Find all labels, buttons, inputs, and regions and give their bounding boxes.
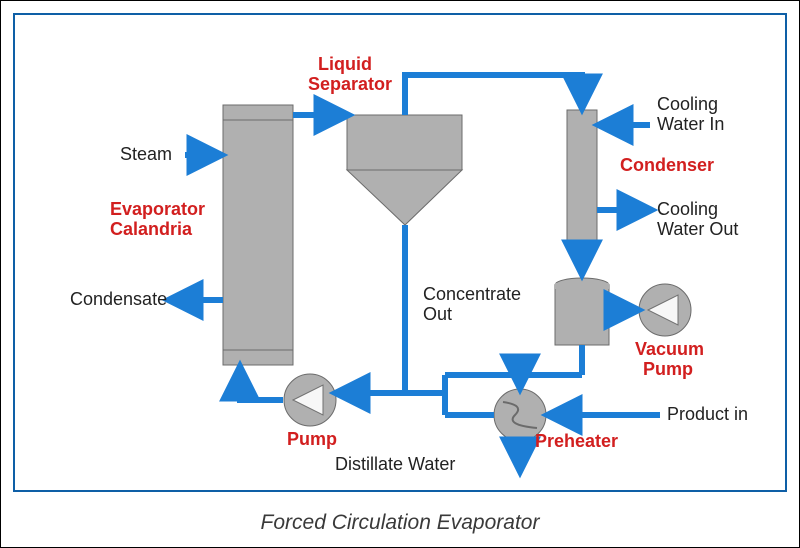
cooling-in-label-1: Cooling <box>657 94 718 114</box>
cooling-out-label-1: Cooling <box>657 199 718 219</box>
receiver-tank <box>555 278 609 345</box>
concentrate-label-1: Concentrate <box>423 284 521 304</box>
diagram-caption: Forced Circulation Evaporator <box>1 511 799 535</box>
vacuum-pump-label-2: Pump <box>643 359 693 379</box>
condensate-label: Condensate <box>70 289 167 309</box>
cooling-in-label-2: Water In <box>657 114 724 134</box>
evaporator-label-2: Calandria <box>110 219 193 239</box>
process-flow-diagram: Liquid Separator Evaporator Calandria Co… <box>15 15 787 494</box>
distillate-label: Distillate Water <box>335 454 455 474</box>
circulation-pump-icon <box>284 374 336 426</box>
vacuum-pump-label-1: Vacuum <box>635 339 704 359</box>
diagram-border: Liquid Separator Evaporator Calandria Co… <box>13 13 787 492</box>
cooling-out-label-2: Water Out <box>657 219 738 239</box>
preheater-label: Preheater <box>535 431 618 451</box>
diagram-frame: Liquid Separator Evaporator Calandria Co… <box>0 0 800 548</box>
steam-label: Steam <box>120 144 172 164</box>
concentrate-label-2: Out <box>423 304 452 324</box>
vacuum-pump-icon <box>639 284 691 336</box>
evaporator-calandria <box>223 105 293 365</box>
condenser-label: Condenser <box>620 155 714 175</box>
condenser <box>567 110 597 245</box>
liquid-separator <box>347 115 462 225</box>
evaporator-label-1: Evaporator <box>110 199 205 219</box>
liquid-separator-label-2: Separator <box>308 74 392 94</box>
product-in-label: Product in <box>667 404 748 424</box>
liquid-separator-label-1: Liquid <box>318 54 372 74</box>
pump-label: Pump <box>287 429 337 449</box>
